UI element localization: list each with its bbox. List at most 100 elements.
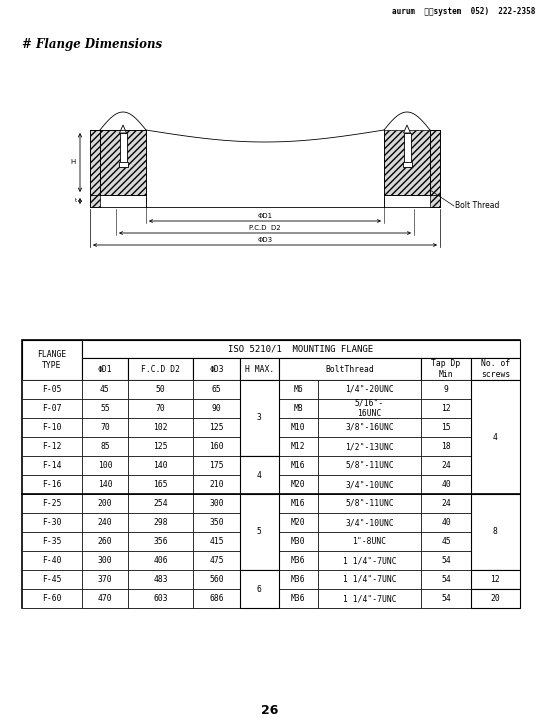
Bar — [82, 475, 129, 494]
Text: 45: 45 — [441, 537, 451, 546]
Bar — [279, 589, 318, 608]
Text: 350: 350 — [209, 518, 224, 527]
Bar — [129, 418, 193, 437]
Bar — [193, 418, 240, 437]
Bar — [240, 513, 279, 532]
Bar — [421, 437, 471, 456]
Text: 200: 200 — [98, 499, 112, 508]
Text: 560: 560 — [209, 575, 224, 584]
Text: 175: 175 — [209, 461, 224, 470]
Bar — [318, 589, 421, 608]
Text: 54: 54 — [441, 594, 451, 603]
Bar — [421, 494, 471, 513]
Bar — [82, 340, 520, 358]
Text: M36: M36 — [291, 556, 306, 565]
Bar — [129, 475, 193, 494]
Bar — [421, 551, 471, 570]
Bar — [279, 494, 318, 513]
Bar — [240, 570, 279, 589]
Text: 6: 6 — [257, 585, 262, 593]
Bar — [22, 456, 82, 475]
Bar — [118, 162, 127, 167]
Bar — [22, 551, 82, 570]
Bar — [193, 475, 240, 494]
Bar — [82, 570, 129, 589]
Text: F-12: F-12 — [42, 442, 62, 451]
Bar — [240, 456, 279, 475]
Text: 140: 140 — [98, 480, 112, 489]
Text: 45: 45 — [100, 385, 110, 394]
Text: M30: M30 — [291, 537, 306, 546]
Bar — [193, 437, 240, 456]
Text: 254: 254 — [153, 499, 168, 508]
Text: M6: M6 — [293, 385, 303, 394]
Bar — [279, 399, 318, 418]
Bar — [240, 532, 279, 551]
Bar — [129, 399, 193, 418]
Text: M8: M8 — [293, 404, 303, 413]
Text: aurum  오럼system  052)  222-2358: aurum 오럼system 052) 222-2358 — [392, 7, 535, 16]
Bar — [129, 532, 193, 551]
Text: F-16: F-16 — [42, 480, 62, 489]
Text: 12: 12 — [490, 575, 500, 584]
Text: 9: 9 — [444, 385, 449, 394]
Bar — [279, 513, 318, 532]
Text: F-10: F-10 — [42, 423, 62, 432]
Bar — [82, 399, 129, 418]
Bar — [240, 589, 279, 608]
Bar — [240, 399, 279, 418]
Text: 3/8"-16UNC: 3/8"-16UNC — [345, 423, 394, 432]
Text: F-05: F-05 — [42, 385, 62, 394]
Text: 415: 415 — [209, 537, 224, 546]
Bar — [471, 399, 520, 418]
Text: 260: 260 — [98, 537, 112, 546]
Text: 125: 125 — [153, 442, 168, 451]
Bar — [193, 358, 240, 380]
Text: 4: 4 — [493, 433, 498, 441]
Bar — [421, 532, 471, 551]
Text: t: t — [75, 199, 77, 204]
Bar — [82, 494, 129, 513]
Bar — [421, 418, 471, 437]
Text: 483: 483 — [153, 575, 168, 584]
Text: 55: 55 — [100, 404, 110, 413]
Bar — [279, 418, 318, 437]
Bar — [22, 589, 82, 608]
Bar — [193, 589, 240, 608]
Bar — [421, 399, 471, 418]
Bar — [82, 589, 129, 608]
Polygon shape — [384, 130, 430, 195]
Bar — [22, 340, 82, 380]
Bar — [421, 475, 471, 494]
Bar — [279, 358, 421, 380]
Text: No. of
screws: No. of screws — [481, 359, 510, 379]
Text: 4: 4 — [257, 470, 262, 480]
Text: 54: 54 — [441, 575, 451, 584]
Text: # Flange Dimensions: # Flange Dimensions — [22, 38, 162, 51]
Text: P.C.D  D2: P.C.D D2 — [249, 225, 281, 231]
Bar — [279, 532, 318, 551]
Bar — [240, 494, 279, 513]
Bar — [421, 358, 471, 380]
Bar — [82, 418, 129, 437]
Bar — [471, 494, 520, 513]
Bar — [471, 418, 520, 437]
Text: F-25: F-25 — [42, 499, 62, 508]
Bar — [318, 475, 421, 494]
Text: 100: 100 — [98, 461, 112, 470]
Bar — [22, 437, 82, 456]
Text: M20: M20 — [291, 480, 306, 489]
Bar — [471, 456, 520, 475]
Text: M12: M12 — [291, 442, 306, 451]
Bar — [318, 494, 421, 513]
Bar — [318, 399, 421, 418]
Text: 356: 356 — [153, 537, 168, 546]
Text: 165: 165 — [153, 480, 168, 489]
Text: ΦD3: ΦD3 — [209, 364, 224, 374]
Bar — [240, 380, 279, 399]
Bar — [240, 437, 279, 456]
Bar — [129, 456, 193, 475]
Text: 18: 18 — [441, 442, 451, 451]
Bar — [318, 437, 421, 456]
Text: 603: 603 — [153, 594, 168, 603]
